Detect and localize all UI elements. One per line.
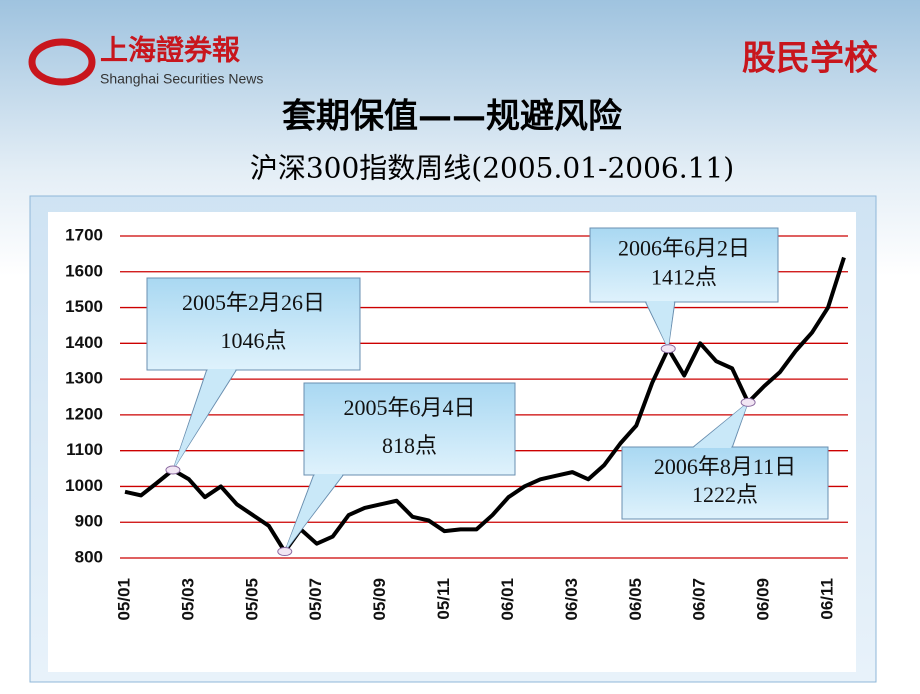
annotation: 1412点 [651, 265, 717, 290]
x-tick-label: 05/05 [242, 578, 261, 621]
point-marker [740, 397, 756, 407]
callout-box [303, 382, 516, 476]
callout-box [146, 277, 361, 371]
y-tick-label: 1100 [66, 440, 103, 459]
callout-pointer-join [693, 402, 749, 448]
x-tick-label: 06/05 [626, 578, 645, 621]
y-tick-label: 900 [75, 512, 103, 531]
point-marker [165, 465, 181, 475]
x-tick-label: 05/11 [434, 578, 453, 620]
logo: 上海證券報 [100, 34, 241, 67]
annotation: 2005年6月4日 [343, 395, 475, 420]
point-marker [277, 547, 293, 557]
y-tick-label: 800 [75, 547, 103, 566]
y-tick-label: 1700 [65, 225, 103, 244]
logo-en: Shanghai Securities News [100, 71, 263, 87]
y-tick-label: 1500 [65, 297, 103, 316]
x-tick-label: 05/09 [370, 578, 389, 621]
annotation: 2006年8月11日 [654, 454, 796, 479]
callout-pointer-join [172, 369, 236, 470]
x-tick-label: 05/07 [306, 578, 325, 621]
y-tick-label: 1300 [65, 369, 103, 388]
point-marker [660, 344, 676, 354]
y-tick-label: 1600 [65, 261, 103, 280]
annotation: 1046点 [220, 328, 286, 353]
logo-icon [28, 38, 96, 86]
x-tick-label: 05/01 [114, 578, 133, 621]
callout-pointer-join [284, 474, 343, 552]
y-tick-label: 1200 [65, 404, 103, 423]
callout-pointer-join [646, 301, 674, 349]
series-line [124, 256, 846, 554]
annotation: 1222点 [692, 482, 758, 507]
badge: 股民学校 [742, 39, 878, 79]
x-tick-label: 06/09 [754, 578, 773, 621]
x-tick-label: 06/07 [690, 578, 709, 621]
y-tick-label: 1400 [65, 333, 103, 352]
x-tick-label: 06/01 [498, 578, 517, 621]
subtitle: 沪深300指数周线(2005.01-2006.11) [250, 152, 734, 185]
x-tick-label: 05/03 [178, 578, 197, 621]
title: 套期保值——规避风险 [282, 97, 623, 137]
x-tick-label: 06/03 [562, 578, 581, 621]
callout-box [621, 446, 829, 520]
annotation: 818点 [382, 433, 437, 458]
annotation: 2005年2月26日 [182, 290, 325, 315]
callout-box [589, 227, 779, 303]
x-tick-label: 06/11 [817, 578, 836, 620]
y-tick-label: 1000 [65, 476, 103, 495]
annotation: 2006年6月2日 [618, 236, 750, 261]
